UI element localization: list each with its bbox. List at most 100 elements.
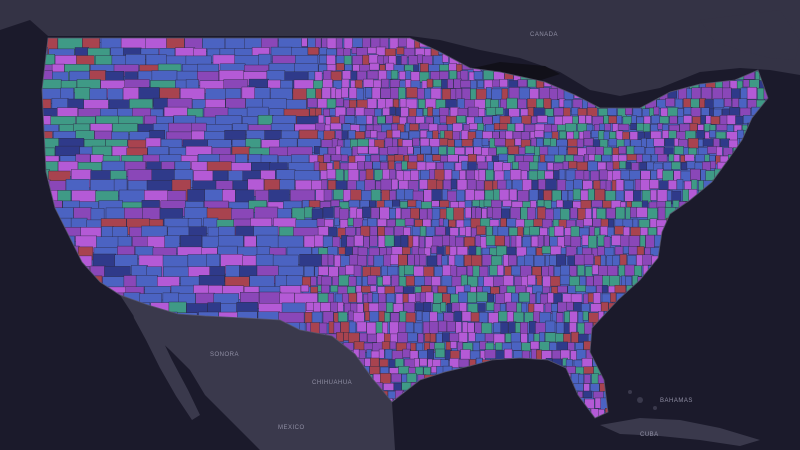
- county-cell[interactable]: [551, 303, 558, 313]
- county-cell[interactable]: [370, 357, 380, 368]
- county-cell[interactable]: [629, 169, 641, 181]
- county-cell[interactable]: [366, 115, 373, 125]
- county-cell[interactable]: [343, 48, 351, 57]
- county-cell[interactable]: [356, 276, 362, 287]
- county-cell[interactable]: [569, 311, 578, 323]
- county-cell[interactable]: [638, 219, 650, 229]
- county-cell[interactable]: [686, 161, 696, 170]
- county-cell[interactable]: [527, 79, 537, 88]
- county-cell[interactable]: [539, 154, 546, 163]
- county-cell[interactable]: [628, 246, 638, 256]
- county-cell[interactable]: [668, 179, 678, 190]
- county-cell[interactable]: [345, 226, 356, 237]
- county-cell[interactable]: [474, 189, 485, 202]
- county-cell[interactable]: [389, 367, 399, 374]
- county-cell[interactable]: [415, 116, 425, 124]
- county-cell[interactable]: [512, 161, 520, 170]
- county-cell[interactable]: [674, 98, 683, 109]
- county-cell[interactable]: [479, 266, 489, 278]
- county-cell[interactable]: [592, 218, 603, 227]
- county-cell[interactable]: [437, 285, 447, 293]
- county-cell[interactable]: [330, 301, 338, 313]
- county-cell[interactable]: [566, 301, 574, 311]
- county-cell[interactable]: [529, 161, 540, 170]
- county-cell[interactable]: [601, 154, 612, 162]
- county-cell[interactable]: [597, 246, 605, 256]
- county-cell[interactable]: [607, 226, 615, 238]
- county-cell[interactable]: [439, 138, 449, 146]
- county-cell[interactable]: [485, 169, 494, 181]
- county-cell[interactable]: [577, 265, 585, 277]
- county-cell[interactable]: [322, 311, 334, 324]
- county-cell[interactable]: [502, 199, 512, 207]
- county-cell[interactable]: [603, 131, 610, 141]
- county-cell[interactable]: [556, 199, 564, 208]
- county-cell[interactable]: [555, 333, 565, 343]
- county-cell[interactable]: [392, 199, 400, 207]
- county-cell[interactable]: [341, 87, 349, 98]
- county-cell[interactable]: [453, 207, 465, 221]
- county-cell[interactable]: [423, 266, 434, 278]
- county-cell[interactable]: [419, 236, 425, 250]
- county-cell[interactable]: [425, 226, 436, 237]
- county-cell[interactable]: [406, 373, 417, 383]
- county-cell[interactable]: [369, 311, 380, 323]
- county-cell[interactable]: [567, 147, 578, 155]
- county-cell[interactable]: [355, 131, 365, 139]
- county-cell[interactable]: [594, 397, 602, 409]
- county-cell[interactable]: [311, 179, 323, 191]
- county-cell[interactable]: [597, 161, 607, 171]
- county-cell[interactable]: [304, 312, 314, 324]
- county-cell[interactable]: [368, 146, 379, 155]
- county-cell[interactable]: [726, 124, 735, 133]
- county-cell[interactable]: [544, 332, 557, 343]
- county-cell[interactable]: [394, 154, 404, 162]
- county-cell[interactable]: [499, 79, 508, 88]
- county-cell[interactable]: [376, 46, 387, 56]
- county-cell[interactable]: [424, 276, 432, 286]
- county-cell[interactable]: [607, 265, 619, 277]
- county-cell[interactable]: [356, 87, 364, 101]
- county-cell[interactable]: [327, 254, 335, 266]
- county-cell[interactable]: [593, 391, 604, 399]
- county-cell[interactable]: [454, 254, 464, 267]
- county-cell[interactable]: [607, 107, 617, 116]
- county-cell[interactable]: [695, 154, 706, 162]
- county-cell[interactable]: [528, 333, 534, 343]
- county-cell[interactable]: [575, 285, 587, 292]
- county-cell[interactable]: [402, 293, 409, 304]
- county-cell[interactable]: [435, 226, 446, 236]
- county-cell[interactable]: [341, 130, 349, 140]
- county-cell[interactable]: [544, 234, 550, 247]
- county-cell[interactable]: [310, 286, 319, 294]
- county-cell[interactable]: [600, 301, 609, 312]
- county-cell[interactable]: [404, 218, 415, 226]
- county-cell[interactable]: [582, 180, 593, 190]
- county-cell[interactable]: [716, 146, 723, 156]
- county-cell[interactable]: [583, 218, 593, 227]
- county-cell[interactable]: [484, 189, 494, 202]
- county-cell[interactable]: [405, 79, 412, 89]
- county-cell[interactable]: [431, 219, 440, 228]
- county-cell[interactable]: [536, 98, 544, 109]
- county-cell[interactable]: [482, 116, 493, 126]
- county-cell[interactable]: [716, 124, 728, 131]
- county-cell[interactable]: [740, 87, 748, 100]
- county-cell[interactable]: [467, 161, 477, 172]
- county-cell[interactable]: [383, 55, 390, 65]
- county-cell[interactable]: [362, 206, 371, 218]
- county-cell[interactable]: [583, 254, 594, 265]
- county-cell[interactable]: [461, 311, 472, 322]
- county-cell[interactable]: [578, 373, 585, 385]
- county-cell[interactable]: [626, 201, 632, 208]
- county-cell[interactable]: [340, 321, 351, 334]
- county-cell[interactable]: [591, 373, 599, 384]
- county-cell[interactable]: [328, 226, 337, 237]
- county-cell[interactable]: [354, 79, 363, 89]
- county-cell[interactable]: [477, 123, 484, 132]
- county-cell[interactable]: [357, 255, 368, 267]
- county-cell[interactable]: [441, 88, 452, 101]
- county-cell[interactable]: [618, 146, 627, 155]
- county-cell[interactable]: [570, 226, 580, 238]
- county-cell[interactable]: [359, 124, 367, 132]
